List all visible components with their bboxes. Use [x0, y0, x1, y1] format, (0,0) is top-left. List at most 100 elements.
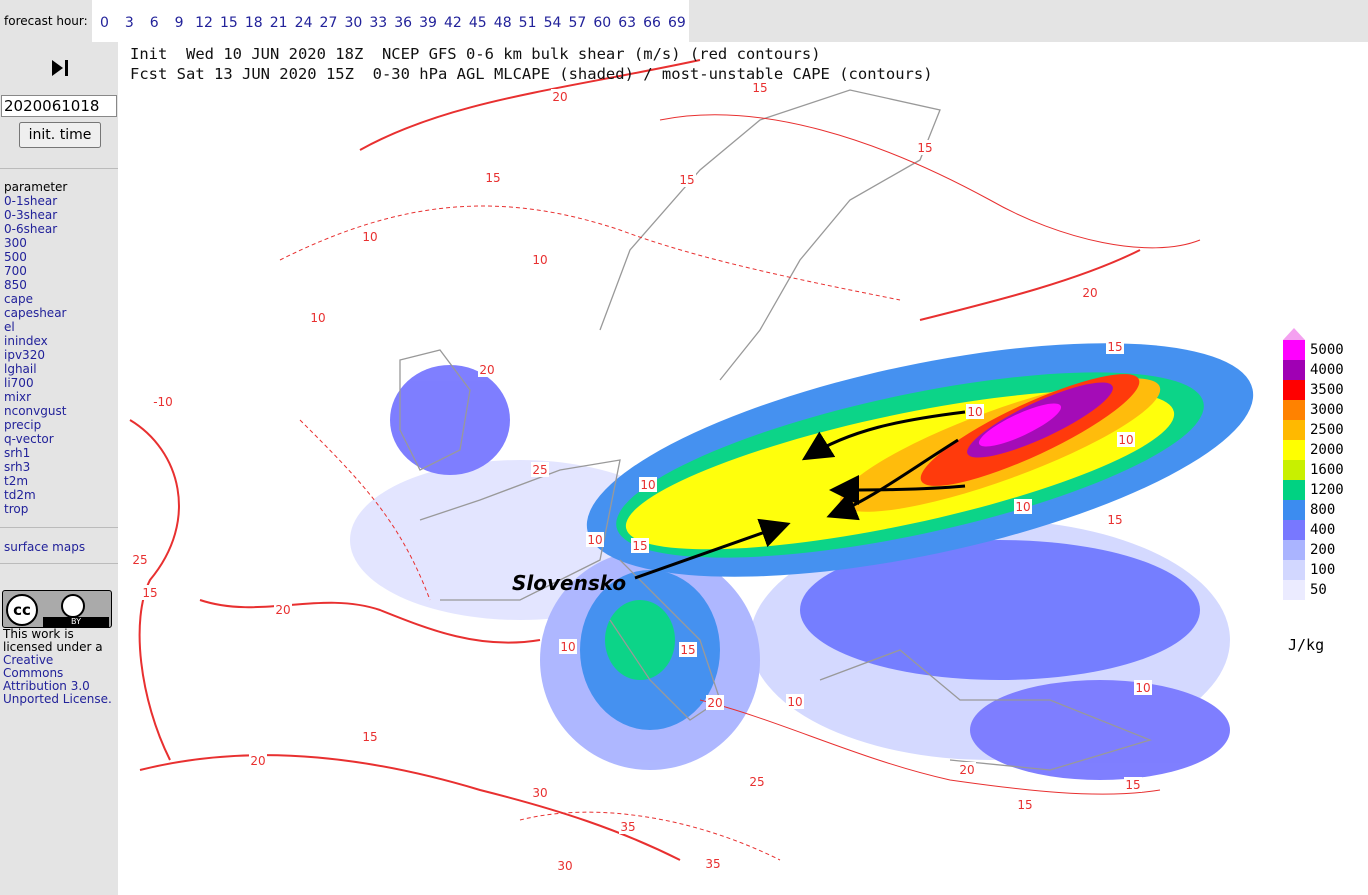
hour-link[interactable]: 60: [593, 15, 612, 31]
parameter-link[interactable]: 0-6shear: [4, 222, 58, 236]
hour-link[interactable]: 27: [319, 15, 338, 31]
parameter-link[interactable]: q-vector: [4, 432, 54, 446]
hour-link[interactable]: 24: [294, 15, 313, 31]
parameter-link[interactable]: el: [4, 320, 15, 334]
parameter-link[interactable]: capeshear: [4, 306, 67, 320]
forecast-label: forecast hour:: [4, 14, 88, 28]
legend-cap: [1283, 328, 1305, 340]
hour-link[interactable]: 39: [419, 15, 437, 31]
label-bg: [141, 585, 159, 600]
legend-box: [1283, 560, 1305, 580]
hour-link[interactable]: 21: [269, 15, 288, 31]
hour-link[interactable]: 69: [668, 15, 686, 31]
legend-box: [1283, 500, 1305, 520]
legend-box: [1283, 460, 1305, 480]
license-link[interactable]: Creative Commons Attribution 3.0 Unporte…: [3, 653, 112, 706]
parameter-link[interactable]: srh3: [4, 460, 31, 474]
cc-badge[interactable]: cc BY: [2, 590, 112, 628]
hour-link[interactable]: 48: [493, 15, 512, 31]
parameter-link[interactable]: srh1: [4, 446, 31, 460]
label-bg: [786, 694, 804, 709]
legend-label: 200: [1310, 542, 1335, 558]
contour-label: 10: [587, 533, 602, 547]
contour-label: 15: [917, 141, 932, 155]
contour-label: 25: [532, 463, 547, 477]
legend-box: [1283, 380, 1305, 400]
contour-label: 20: [275, 603, 290, 617]
parameter-link[interactable]: td2m: [4, 488, 36, 502]
legend-box: [1283, 540, 1305, 560]
parameter-link[interactable]: precip: [4, 418, 42, 432]
hour-link[interactable]: 63: [618, 15, 637, 31]
parameter-link[interactable]: cape: [4, 292, 33, 306]
init-input[interactable]: [1, 95, 117, 117]
parameter-link[interactable]: trop: [4, 502, 29, 516]
legend-box: [1283, 420, 1305, 440]
label-bg: [531, 462, 549, 477]
label-bg: [706, 695, 724, 710]
hour-link[interactable]: 33: [369, 15, 388, 31]
contour-label: 35: [705, 857, 720, 871]
top-bar: forecast hour: 0 3 6 9 12 15 18 21 24 27 30 33 36 39 4…: [0, 0, 1368, 42]
hour-link[interactable]: 18: [244, 15, 263, 31]
contour-label: 15: [485, 171, 500, 185]
init-button[interactable]: init. time: [19, 122, 101, 148]
parameter-link[interactable]: inindex: [4, 334, 48, 348]
legend-label: 100: [1310, 562, 1335, 578]
label-bg: [1124, 777, 1142, 792]
legend-box: [1283, 400, 1305, 420]
parameter-link[interactable]: 850: [4, 278, 27, 292]
label-bg: [478, 362, 496, 377]
parameter-link[interactable]: ipv320: [4, 348, 45, 362]
contour-label: 10: [310, 311, 325, 325]
contour-label: 20: [479, 363, 494, 377]
legend-label: 3500: [1310, 382, 1344, 398]
hours: 0 3 6 9 12 15 18 21 24 27 30 33 36 39 42 45 48 51 54 57 60 63…: [92, 0, 690, 42]
contour-label: 15: [1107, 513, 1122, 527]
hour-link[interactable]: 42: [444, 15, 462, 31]
label-bg: [274, 602, 292, 617]
parameter-link[interactable]: t2m: [4, 474, 29, 488]
hour-link[interactable]: 9: [174, 15, 184, 31]
play-button[interactable]: [50, 58, 70, 78]
hour-link[interactable]: 12: [195, 15, 213, 31]
label-bg: [154, 394, 172, 409]
hour-link[interactable]: 30: [344, 15, 363, 31]
hour-link[interactable]: 54: [543, 15, 562, 31]
surface-link[interactable]: surface maps: [4, 540, 86, 554]
parameter-link[interactable]: 0-1shear: [4, 194, 58, 208]
contour-label: 20: [552, 90, 567, 104]
hour-link[interactable]: 0: [99, 15, 109, 31]
contour-label: 20: [1082, 286, 1097, 300]
label-bg: [531, 252, 549, 267]
hour-link[interactable]: 3: [124, 15, 134, 31]
hour-link[interactable]: 15: [219, 15, 238, 31]
parameter-link[interactable]: mixr: [4, 390, 32, 404]
parameter-link[interactable]: lghail: [4, 362, 37, 376]
contour-label: 15: [362, 730, 377, 744]
parameter-link[interactable]: 700: [4, 264, 27, 278]
hour-link[interactable]: 36: [394, 15, 413, 31]
hour-link[interactable]: 66: [643, 15, 661, 31]
label-bg: [559, 639, 577, 654]
contour-label: 30: [557, 859, 572, 873]
parameter-link[interactable]: nconvgust: [4, 404, 67, 418]
label-bg: [958, 762, 976, 777]
parameter-link[interactable]: 500: [4, 250, 27, 264]
label-bg: [1016, 797, 1034, 812]
hour-link[interactable]: 6: [149, 15, 159, 31]
parameter-link[interactable]: 0-3shear: [4, 208, 58, 222]
parameter-link[interactable]: li700: [4, 376, 34, 390]
contour-label: 10: [362, 230, 377, 244]
hour-link[interactable]: 45: [468, 15, 487, 31]
parameter-link[interactable]: 300: [4, 236, 27, 250]
label-bg: [361, 229, 379, 244]
legend-label: 4000: [1310, 362, 1344, 378]
hour-link[interactable]: 57: [568, 15, 587, 31]
label-bg: [556, 858, 574, 873]
contour-label: 25: [749, 775, 764, 789]
hour-link[interactable]: 51: [518, 15, 537, 31]
label-bg: [639, 477, 657, 492]
